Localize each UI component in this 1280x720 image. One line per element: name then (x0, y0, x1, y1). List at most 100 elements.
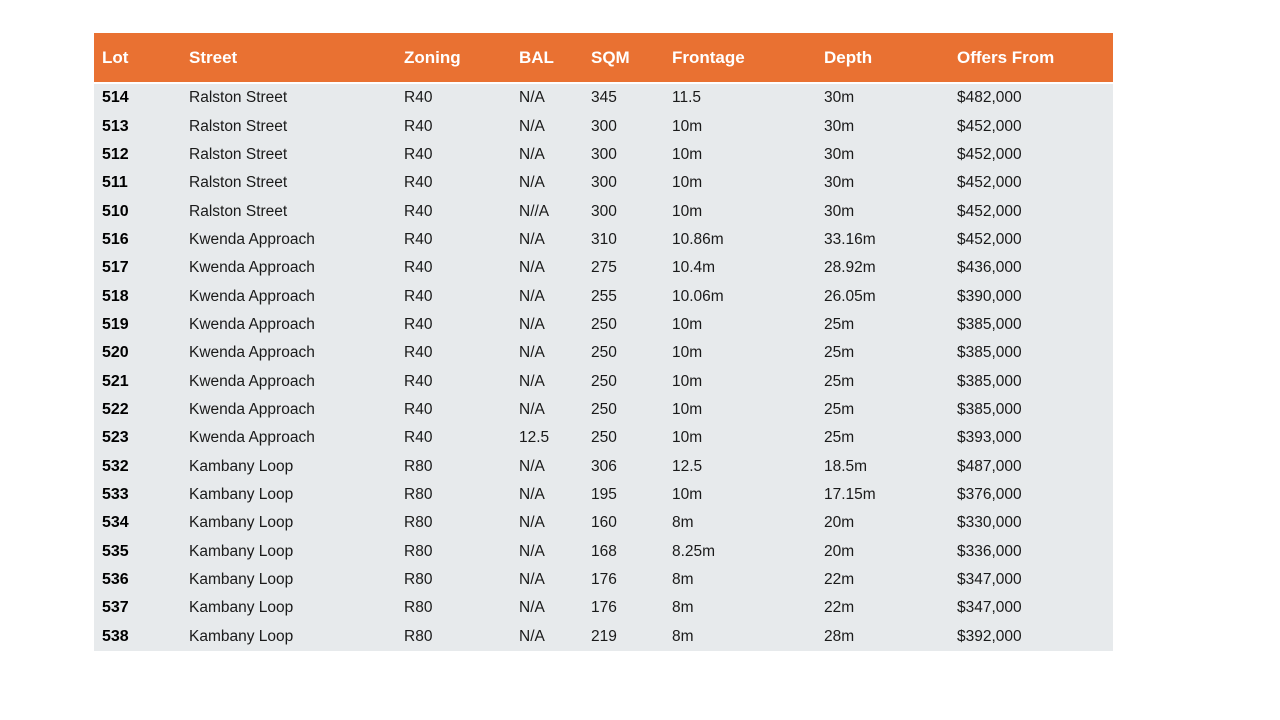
cell-bal: N/A (519, 259, 545, 277)
cell-zoning: R40 (404, 202, 433, 220)
cell-depth: 20m (824, 542, 855, 560)
cell-frontage: 8m (672, 627, 694, 645)
cell-street: Kwenda Approach (189, 230, 315, 248)
cell-offers: $330,000 (957, 514, 1022, 532)
cell-offers: $336,000 (957, 542, 1022, 560)
cell-offers: $376,000 (957, 485, 1022, 503)
cell-depth: 30m (824, 89, 855, 107)
table-row: 522 Kwenda Approach R40 N/A 250 10m 25m $385,00… (94, 395, 1113, 425)
cell-frontage: 8m (672, 599, 694, 617)
cell-sqm: 219 (591, 627, 617, 645)
cell-zoning: R80 (404, 457, 433, 475)
cell-street: Kwenda Approach (189, 315, 315, 333)
table-row: 521 Kwenda Approach R40 N/A 250 10m 25m $385,00… (94, 367, 1113, 396)
cell-street: Kambany Loop (189, 571, 294, 589)
cell-sqm: 306 (591, 457, 617, 475)
cell-bal: N/A (519, 145, 545, 163)
cell-bal: N/A (519, 315, 545, 333)
cell-lot: 532 (102, 457, 129, 475)
cell-street: Kambany Loop (189, 599, 294, 617)
column-header-depth: Depth (824, 47, 873, 67)
cell-frontage: 10m (672, 145, 703, 163)
cell-depth: 30m (824, 117, 855, 135)
cell-depth: 22m (824, 571, 855, 589)
cell-sqm: 300 (591, 117, 617, 135)
cell-bal: N/A (519, 571, 545, 589)
cell-depth: 22m (824, 599, 855, 617)
cell-bal: N/A (519, 89, 545, 107)
cell-street: Kwenda Approach (189, 372, 315, 390)
table-row: 516 Kwenda Approach R40 N/A 310 10.86m 33.16m $… (94, 225, 1113, 255)
column-header-sqm: SQM (591, 47, 630, 67)
cell-zoning: R80 (404, 599, 433, 617)
cell-frontage: 10m (672, 315, 703, 333)
cell-offers: $452,000 (957, 174, 1022, 192)
cell-lot: 520 (102, 344, 129, 362)
cell-depth: 20m (824, 514, 855, 532)
table-row: 514 Ralston Street R40 N/A 345 11.5 30m $482,00… (94, 84, 1113, 113)
cell-depth: 30m (824, 145, 855, 163)
cell-frontage: 10m (672, 485, 703, 503)
cell-offers: $482,000 (957, 89, 1022, 107)
cell-offers: $452,000 (957, 230, 1022, 248)
cell-bal: N/A (519, 542, 545, 560)
cell-street: Ralston Street (189, 174, 288, 192)
table-row: 537 Kambany Loop R80 N/A 176 8m 22m $347,000 (94, 594, 1113, 623)
cell-street: Ralston Street (189, 145, 288, 163)
cell-bal: N/A (519, 287, 545, 305)
cell-depth: 25m (824, 400, 855, 418)
cell-lot: 538 (102, 627, 129, 645)
cell-bal: N/A (519, 372, 545, 390)
cell-bal: N/A (519, 174, 545, 192)
cell-street: Kambany Loop (189, 514, 294, 532)
cell-offers: $452,000 (957, 117, 1022, 135)
cell-frontage: 10m (672, 372, 703, 390)
cell-street: Kwenda Approach (189, 429, 315, 447)
cell-offers: $452,000 (957, 145, 1022, 163)
cell-sqm: 275 (591, 259, 617, 277)
table-row: 538 Kambany Loop R80 N/A 219 8m 28m $392,000 (94, 622, 1113, 651)
cell-lot: 517 (102, 259, 129, 277)
column-header-frontage: Frontage (672, 47, 745, 67)
cell-bal: N/A (519, 117, 545, 135)
cell-sqm: 168 (591, 542, 617, 560)
cell-offers: $385,000 (957, 372, 1022, 390)
cell-sqm: 250 (591, 372, 617, 390)
cell-depth: 25m (824, 315, 855, 333)
cell-zoning: R40 (404, 400, 433, 418)
cell-frontage: 10.4m (672, 259, 716, 277)
cell-zoning: R80 (404, 542, 433, 560)
table-row: 510 Ralston Street R40 N//A 300 10m 30m $452,00… (94, 197, 1113, 226)
cell-lot: 512 (102, 145, 129, 163)
cell-frontage: 10.06m (672, 287, 724, 305)
cell-depth: 18.5m (824, 457, 868, 475)
cell-frontage: 12.5 (672, 457, 703, 475)
cell-lot: 522 (102, 400, 129, 418)
cell-lot: 521 (102, 372, 129, 390)
cell-sqm: 176 (591, 571, 617, 589)
cell-sqm: 160 (591, 514, 617, 532)
cell-lot: 533 (102, 485, 129, 503)
cell-depth: 25m (824, 344, 855, 362)
cell-offers: $385,000 (957, 400, 1022, 418)
cell-bal: N/A (519, 400, 545, 418)
cell-zoning: R40 (404, 315, 433, 333)
column-header-lot: Lot (102, 47, 129, 67)
cell-depth: 26.05m (824, 287, 876, 305)
table-row: 533 Kambany Loop R80 N/A 195 10m 17.15m $376,00… (94, 480, 1113, 510)
table-header-row: Lot Street Zoning BAL SQM Frontage Depth Offers… (94, 33, 1113, 84)
cell-lot: 537 (102, 599, 129, 617)
cell-frontage: 10m (672, 344, 703, 362)
table-row: 517 Kwenda Approach R40 N/A 275 10.4m 28.92m $4… (94, 254, 1113, 283)
cell-depth: 25m (824, 372, 855, 390)
cell-zoning: R40 (404, 117, 433, 135)
cell-sqm: 195 (591, 485, 617, 503)
cell-sqm: 250 (591, 315, 617, 333)
cell-lot: 513 (102, 117, 129, 135)
cell-sqm: 300 (591, 145, 617, 163)
table-row: 518 Kwenda Approach R40 N/A 255 10.06m 26.05m $… (94, 282, 1113, 311)
cell-bal: N/A (519, 627, 545, 645)
cell-frontage: 10.86m (672, 230, 724, 248)
cell-bal: N/A (519, 599, 545, 617)
